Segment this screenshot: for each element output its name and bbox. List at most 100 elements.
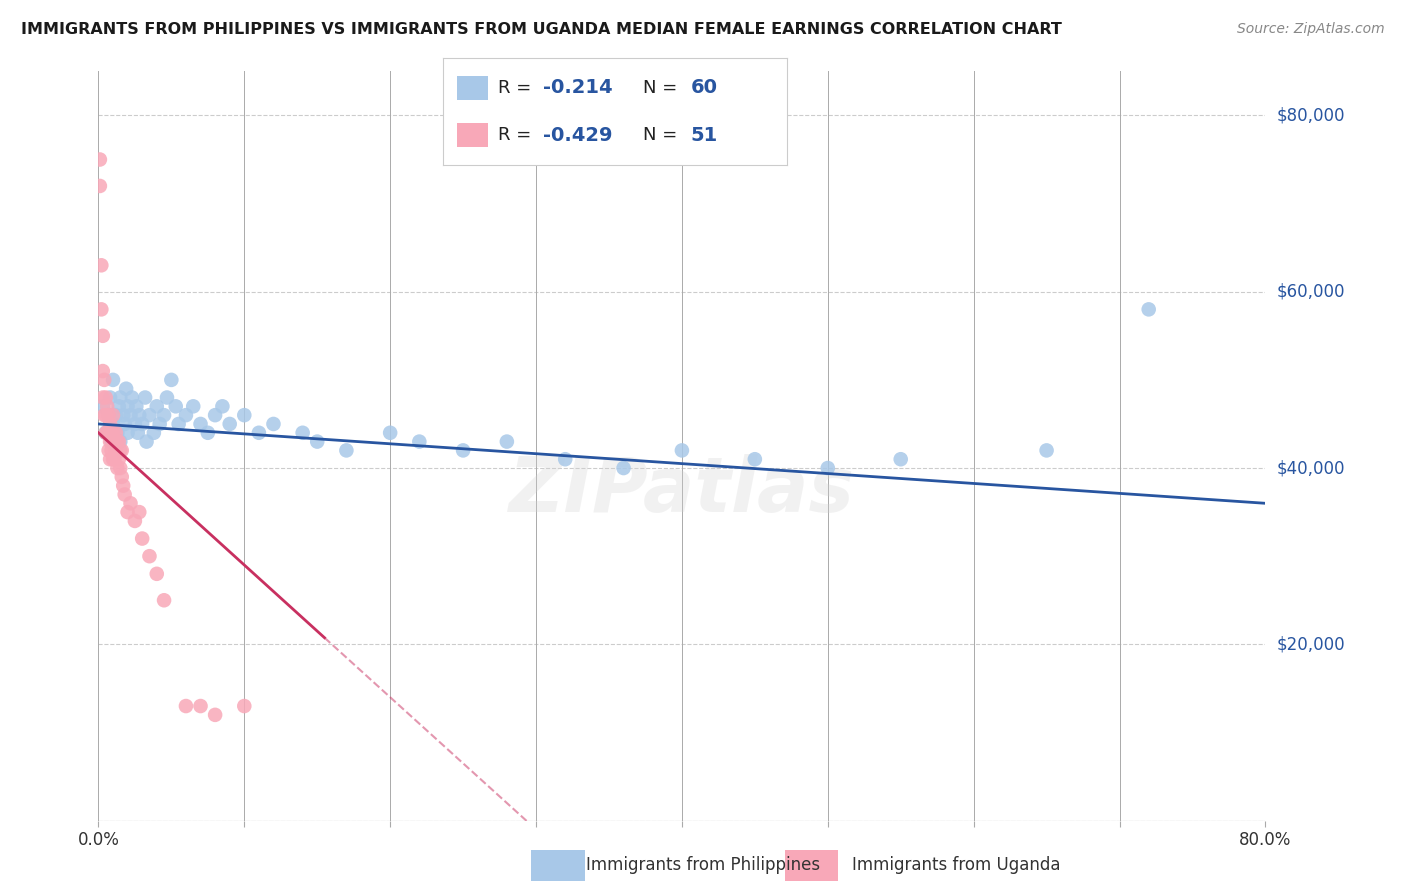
Point bbox=[190, 699, 212, 714]
Point bbox=[89, 153, 111, 167]
Point bbox=[97, 408, 120, 422]
Text: N =: N = bbox=[643, 126, 683, 144]
Point bbox=[104, 408, 127, 422]
Point bbox=[104, 425, 127, 440]
Point bbox=[142, 425, 165, 440]
Point bbox=[90, 302, 112, 317]
Point bbox=[100, 443, 122, 458]
Point bbox=[101, 408, 124, 422]
Point bbox=[451, 443, 474, 458]
Point bbox=[94, 425, 117, 440]
Text: $80,000: $80,000 bbox=[1277, 106, 1346, 125]
Point bbox=[101, 452, 124, 467]
Point bbox=[97, 408, 120, 422]
Point bbox=[167, 417, 190, 431]
Point bbox=[120, 496, 142, 510]
Point bbox=[131, 417, 153, 431]
Point bbox=[291, 425, 314, 440]
Text: R =: R = bbox=[498, 126, 537, 144]
Point bbox=[817, 461, 839, 475]
Point bbox=[100, 425, 122, 440]
Text: Immigrants from Philippines: Immigrants from Philippines bbox=[586, 856, 820, 874]
Point bbox=[211, 400, 233, 414]
Point bbox=[114, 417, 136, 431]
Point bbox=[174, 699, 197, 714]
Point bbox=[91, 328, 114, 343]
Point bbox=[110, 434, 132, 449]
Point bbox=[380, 425, 402, 440]
Point bbox=[156, 391, 179, 405]
Point bbox=[127, 425, 149, 440]
Point bbox=[98, 434, 121, 449]
Point bbox=[149, 417, 172, 431]
Point bbox=[160, 373, 183, 387]
Point bbox=[101, 417, 124, 431]
Point bbox=[190, 417, 212, 431]
Point bbox=[554, 452, 576, 467]
Point bbox=[1035, 443, 1057, 458]
Point bbox=[105, 434, 128, 449]
Point bbox=[103, 452, 125, 467]
Point bbox=[135, 434, 157, 449]
Text: 51: 51 bbox=[690, 126, 718, 145]
Point bbox=[112, 478, 135, 492]
Point bbox=[125, 400, 148, 414]
Point bbox=[110, 391, 132, 405]
Point bbox=[335, 443, 357, 458]
Point bbox=[124, 514, 146, 528]
Point bbox=[233, 699, 256, 714]
Point bbox=[97, 425, 120, 440]
Point bbox=[408, 434, 430, 449]
Point bbox=[110, 443, 132, 458]
Point bbox=[307, 434, 329, 449]
Point bbox=[671, 443, 693, 458]
Point bbox=[96, 425, 118, 440]
Point bbox=[204, 707, 226, 722]
Point bbox=[98, 452, 121, 467]
Point bbox=[98, 417, 121, 431]
Text: Source: ZipAtlas.com: Source: ZipAtlas.com bbox=[1237, 22, 1385, 37]
Point bbox=[90, 258, 112, 272]
Point bbox=[111, 443, 134, 458]
Point bbox=[131, 532, 153, 546]
Point bbox=[105, 461, 128, 475]
Point bbox=[89, 178, 111, 193]
Point bbox=[117, 505, 139, 519]
Point bbox=[93, 373, 115, 387]
Point bbox=[128, 505, 150, 519]
Text: $40,000: $40,000 bbox=[1277, 459, 1346, 477]
Point bbox=[115, 382, 138, 396]
Point bbox=[101, 373, 124, 387]
Point bbox=[120, 408, 142, 422]
Point bbox=[93, 408, 115, 422]
Point bbox=[1137, 302, 1160, 317]
Point bbox=[112, 408, 135, 422]
Bar bbox=[457, 76, 488, 100]
Text: N =: N = bbox=[643, 79, 683, 97]
Bar bbox=[457, 123, 488, 147]
Point bbox=[91, 391, 114, 405]
Point bbox=[117, 400, 139, 414]
Point bbox=[108, 452, 131, 467]
Point bbox=[91, 400, 114, 414]
Point bbox=[233, 408, 256, 422]
Point bbox=[110, 461, 132, 475]
Point bbox=[96, 400, 118, 414]
Point bbox=[94, 408, 117, 422]
Point bbox=[744, 452, 766, 467]
Point bbox=[91, 364, 114, 378]
Point bbox=[103, 434, 125, 449]
Point bbox=[165, 400, 187, 414]
Point bbox=[218, 417, 240, 431]
Point bbox=[138, 408, 160, 422]
Point bbox=[612, 461, 634, 475]
Point bbox=[98, 391, 121, 405]
Point bbox=[108, 434, 131, 449]
Point bbox=[146, 566, 169, 581]
Point bbox=[153, 593, 176, 607]
Point bbox=[153, 408, 176, 422]
Point bbox=[100, 434, 122, 449]
Point bbox=[104, 443, 127, 458]
Point bbox=[138, 549, 160, 564]
Point bbox=[890, 452, 912, 467]
